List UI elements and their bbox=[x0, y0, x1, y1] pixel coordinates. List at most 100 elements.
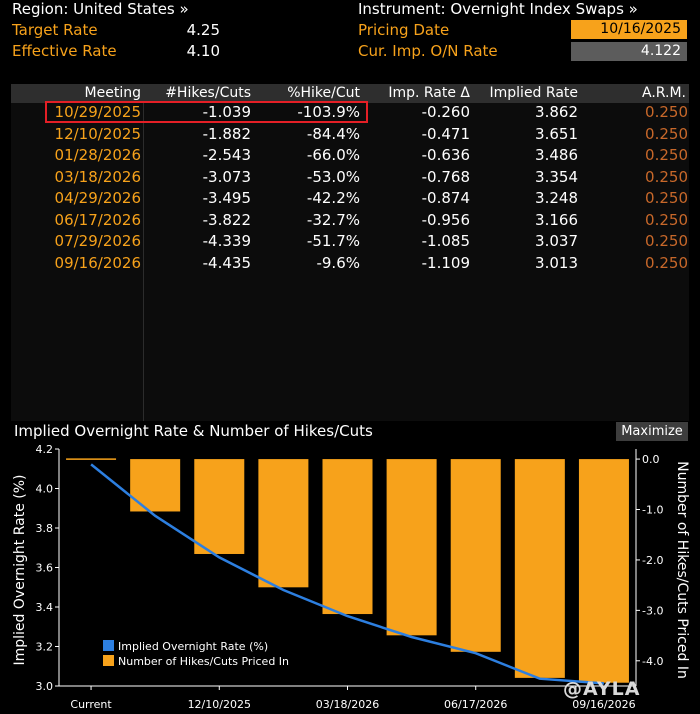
x-tick-label: Current bbox=[70, 698, 112, 711]
table-header bbox=[11, 84, 689, 103]
implied-rate-line bbox=[90, 463, 604, 685]
table-cell-pct: -103.9% bbox=[297, 103, 360, 121]
instrument-selector[interactable]: Instrument: Overnight Index Swaps » bbox=[358, 0, 638, 18]
table-cell-hikes: -3.073 bbox=[202, 167, 251, 186]
table-cell-meeting[interactable]: 09/16/2026 bbox=[54, 253, 141, 272]
table-cell-hikes: -1.039 bbox=[202, 103, 251, 121]
table-cell-meeting[interactable]: 01/28/2026 bbox=[54, 146, 141, 164]
effective-rate-value: 4.10 bbox=[186, 42, 220, 60]
table-cell-implied: 3.862 bbox=[535, 103, 578, 121]
meetings-table bbox=[11, 84, 689, 421]
table-cell-arm: 0.250 bbox=[645, 189, 688, 207]
table-cell-delta: -0.956 bbox=[421, 210, 470, 229]
target-rate-value: 4.25 bbox=[186, 21, 220, 39]
table-cell-pct: -9.6% bbox=[316, 253, 360, 272]
legend-swatch-hikes bbox=[103, 655, 114, 666]
x-tick-label: 03/18/2026 bbox=[316, 698, 379, 711]
bar bbox=[450, 459, 501, 652]
table-cell-hikes: -4.339 bbox=[202, 232, 251, 250]
col-header-imp-rate-delta[interactable]: Imp. Rate Δ bbox=[388, 85, 470, 101]
region-selector[interactable]: Region: United States » bbox=[12, 0, 189, 18]
table-cell-pct: -53.0% bbox=[306, 167, 360, 186]
table-cell-implied: 3.166 bbox=[535, 210, 578, 229]
legend-swatch-rate bbox=[103, 640, 114, 651]
y-axis-label-right: Number of Hikes/Cuts Priced In bbox=[674, 461, 690, 679]
y-tick-label-left: 3.0 bbox=[36, 680, 54, 693]
effective-rate-label: Effective Rate bbox=[12, 42, 117, 60]
table-cell-pct: -32.7% bbox=[306, 210, 360, 229]
table-cell-delta: -1.085 bbox=[421, 232, 470, 250]
table-cell-pct: -84.4% bbox=[306, 124, 360, 143]
y-tick-label-left: 3.4 bbox=[36, 601, 54, 614]
table-cell-meeting[interactable]: 03/18/2026 bbox=[54, 167, 141, 186]
y-tick-label-left: 3.8 bbox=[36, 522, 54, 535]
table-cell-implied: 3.013 bbox=[535, 253, 578, 272]
table-cell-arm: 0.250 bbox=[645, 167, 688, 186]
table-cell-pct: -51.7% bbox=[306, 232, 360, 250]
table-cell-arm: 0.250 bbox=[645, 124, 688, 143]
col-header-pct-hike-cut[interactable]: %Hike/Cut bbox=[287, 85, 360, 101]
legend-label-hikes: Number of Hikes/Cuts Priced In bbox=[118, 655, 289, 668]
y-tick-label-left: 4.2 bbox=[36, 443, 54, 456]
legend-label-rate: Implied Overnight Rate (%) bbox=[118, 640, 268, 653]
y-axis-label-left: Implied Overnight Rate (%) bbox=[12, 474, 28, 665]
table-cell-delta: -0.260 bbox=[421, 103, 470, 121]
table-cell-implied: 3.486 bbox=[535, 146, 578, 164]
y-tick-label-right: -1.0 bbox=[642, 504, 663, 517]
x-tick-label: 12/10/2025 bbox=[188, 698, 251, 711]
bar bbox=[514, 459, 565, 678]
highlight-box bbox=[45, 101, 368, 123]
y-tick-label-right: -3.0 bbox=[642, 604, 663, 617]
bar bbox=[322, 459, 373, 615]
column-divider bbox=[143, 103, 144, 421]
table-cell-meeting[interactable]: 07/29/2026 bbox=[54, 232, 141, 250]
y-tick-label-left: 4.0 bbox=[36, 483, 54, 496]
col-header-implied-rate[interactable]: Implied Rate bbox=[489, 85, 578, 101]
table-cell-delta: -0.768 bbox=[421, 167, 470, 186]
table-cell-implied: 3.248 bbox=[535, 189, 578, 207]
table-cell-arm: 0.250 bbox=[645, 210, 688, 229]
table-cell-meeting[interactable]: 12/10/2025 bbox=[54, 124, 141, 143]
y-tick-label-right: 0.0 bbox=[642, 453, 660, 466]
table-cell-hikes: -1.882 bbox=[202, 124, 251, 143]
chart-title: Implied Overnight Rate & Number of Hikes… bbox=[14, 422, 373, 440]
cur-imp-rate-input[interactable]: 4.122 bbox=[571, 42, 687, 61]
table-cell-hikes: -4.435 bbox=[202, 253, 251, 272]
y-tick-label-right: -2.0 bbox=[642, 554, 663, 567]
table-cell-meeting[interactable]: 04/29/2026 bbox=[54, 189, 141, 207]
table-cell-arm: 0.250 bbox=[645, 146, 688, 164]
table-cell-implied: 3.651 bbox=[535, 124, 578, 143]
watermark: @AYLA bbox=[563, 678, 640, 700]
col-header-hikes-cuts[interactable]: #Hikes/Cuts bbox=[165, 85, 251, 101]
table-cell-meeting[interactable]: 06/17/2026 bbox=[54, 210, 141, 229]
table-cell-delta: -0.636 bbox=[421, 146, 470, 164]
col-header-arm[interactable]: A.R.M. bbox=[642, 85, 686, 101]
pricing-date-label: Pricing Date bbox=[358, 21, 450, 39]
bar bbox=[386, 459, 437, 636]
table-cell-delta: -0.471 bbox=[421, 124, 470, 143]
table-cell-hikes: -2.543 bbox=[202, 146, 251, 164]
table-cell-implied: 3.037 bbox=[535, 232, 578, 250]
table-cell-delta: -0.874 bbox=[421, 189, 470, 207]
x-tick-label: 06/17/2026 bbox=[444, 698, 507, 711]
pricing-date-input[interactable]: 10/16/2025 bbox=[571, 20, 687, 39]
table-cell-hikes: -3.495 bbox=[202, 189, 251, 207]
col-header-meeting[interactable]: Meeting bbox=[84, 85, 141, 101]
cur-imp-rate-label: Cur. Imp. O/N Rate bbox=[358, 42, 498, 60]
table-cell-arm: 0.250 bbox=[645, 232, 688, 250]
table-cell-delta: -1.109 bbox=[421, 253, 470, 272]
bar bbox=[194, 459, 245, 554]
y-tick-label-left: 3.6 bbox=[36, 562, 54, 575]
table-cell-arm: 0.250 bbox=[645, 103, 688, 121]
table-cell-pct: -66.0% bbox=[306, 146, 360, 164]
bar bbox=[258, 459, 309, 588]
table-cell-pct: -42.2% bbox=[306, 189, 360, 207]
maximize-button[interactable]: Maximize bbox=[616, 422, 688, 441]
table-cell-arm: 0.250 bbox=[645, 253, 688, 272]
y-tick-label-left: 3.2 bbox=[36, 641, 54, 654]
x-tick-label: 09/16/2026 bbox=[572, 698, 635, 711]
table-cell-meeting[interactable]: 10/29/2025 bbox=[54, 103, 141, 121]
bar bbox=[130, 459, 181, 512]
bar bbox=[578, 459, 629, 683]
